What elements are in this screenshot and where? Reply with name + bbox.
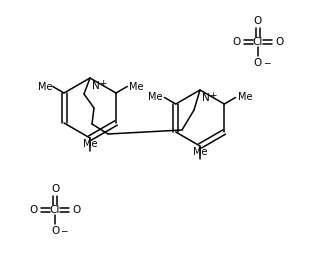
Text: Cl: Cl — [253, 37, 263, 47]
Text: Cl: Cl — [50, 205, 60, 215]
Text: +: + — [209, 91, 217, 100]
Text: Me: Me — [129, 82, 144, 92]
Text: +: + — [99, 79, 107, 88]
Text: Me: Me — [38, 82, 53, 92]
Text: −: − — [263, 59, 270, 68]
Text: −: − — [60, 227, 68, 236]
Text: Me: Me — [193, 147, 207, 157]
Text: Me: Me — [237, 93, 252, 102]
Text: O: O — [30, 205, 38, 215]
Text: Me: Me — [148, 93, 163, 102]
Text: Me: Me — [83, 139, 97, 149]
Text: O: O — [72, 205, 80, 215]
Text: O: O — [233, 37, 241, 47]
Text: N: N — [92, 81, 100, 91]
Text: O: O — [275, 37, 283, 47]
Text: O: O — [51, 184, 59, 194]
Text: O: O — [254, 16, 262, 26]
Text: N: N — [202, 93, 210, 103]
Text: O: O — [51, 226, 59, 236]
Text: O: O — [254, 58, 262, 68]
